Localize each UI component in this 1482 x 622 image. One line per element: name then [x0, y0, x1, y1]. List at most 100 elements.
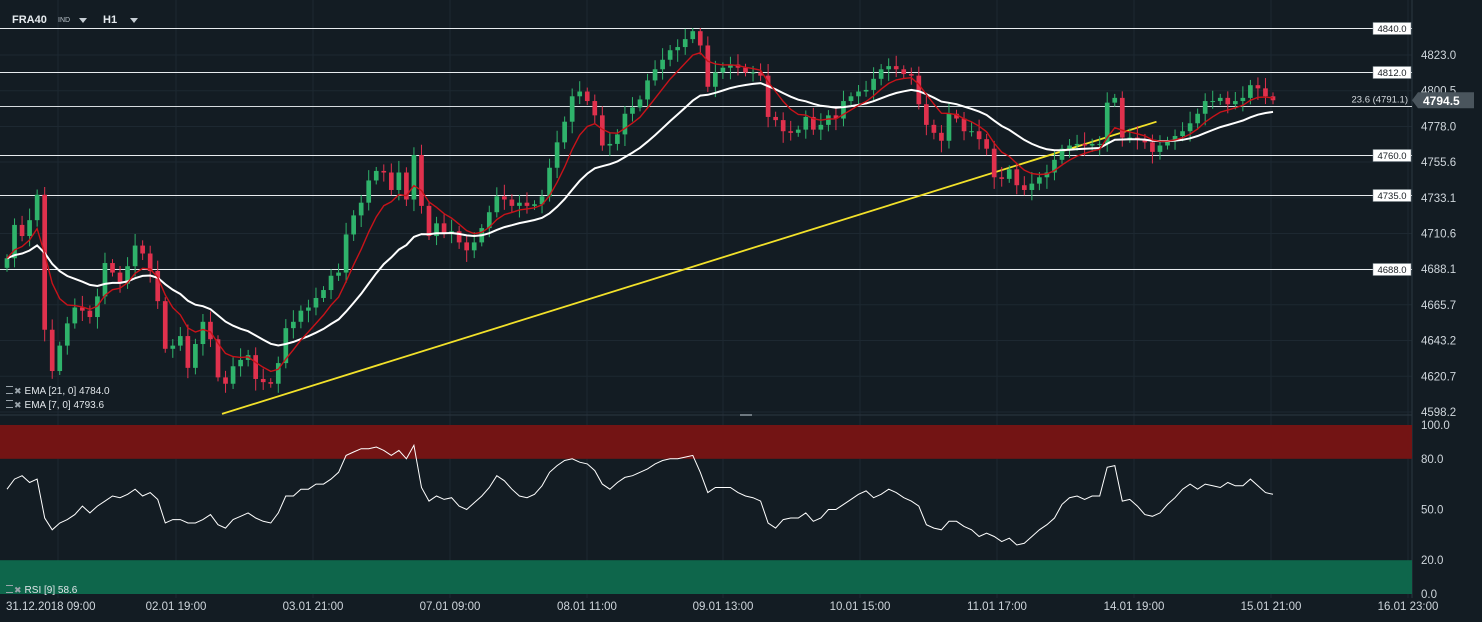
candle-body: [110, 263, 115, 273]
candle-body: [426, 205, 432, 237]
rsi-line: [6, 443, 1274, 546]
candle-body: [1150, 142, 1155, 152]
ema7-label: EMA [7, 0]: [24, 400, 71, 411]
candle-body: [441, 223, 447, 233]
symbol-label[interactable]: FRA40: [12, 14, 47, 26]
horizontal-levels: 4840.0 4812.0 4760.0 4735.0 4688.0 23.6 (4791…: [0, 22, 1412, 276]
price-tick-label: 4598.2: [1421, 407, 1456, 419]
candle-body: [1112, 97, 1118, 103]
fib-level-label: 23.6 (4791.1): [1351, 95, 1408, 106]
symbol-dropdown-icon[interactable]: [79, 18, 87, 23]
legend-ema7[interactable]: ✖ EMA [7, 0] 4793.6: [6, 399, 104, 411]
rsi-tick-label: 100.0: [1421, 420, 1450, 432]
candle-body: [64, 323, 70, 346]
timeframe-label[interactable]: H1: [103, 14, 118, 26]
rsi-line-layer: [6, 443, 1274, 546]
settings-lines-icon[interactable]: [6, 386, 13, 394]
candle-body: [1119, 97, 1125, 138]
candle-body: [351, 215, 356, 235]
close-icon[interactable]: ✖: [14, 400, 22, 410]
close-icon[interactable]: ✖: [14, 386, 22, 396]
candle-body: [826, 115, 831, 125]
candle-body: [1165, 140, 1170, 146]
price-tick-label: 4710.6: [1421, 228, 1456, 240]
rsi-tick-label: 80.0: [1421, 454, 1443, 466]
candle-body: [1255, 85, 1261, 89]
candle-body: [901, 69, 907, 75]
candle-body: [343, 234, 349, 273]
candle-body: [223, 377, 228, 384]
candle-body: [1142, 139, 1148, 143]
candle-body: [1044, 172, 1050, 178]
candle-body: [313, 297, 319, 308]
price-tick-label: 4823.0: [1421, 50, 1456, 62]
candle-body: [291, 321, 296, 329]
candle-body: [705, 45, 711, 87]
candle-body: [517, 202, 522, 206]
candle-body: [841, 101, 846, 119]
candle-body: [208, 321, 213, 340]
candle-body: [170, 345, 176, 349]
candle-body: [524, 202, 530, 206]
candle-body: [260, 378, 266, 383]
candle-body: [321, 290, 326, 298]
candle-body: [946, 113, 952, 141]
timeframe-dropdown-icon[interactable]: [130, 18, 138, 23]
candle-body: [215, 339, 221, 378]
ema21-line: [6, 82, 1274, 347]
candle-body: [773, 116, 778, 121]
candle-body: [366, 180, 372, 203]
time-tick-label: 31.12.2018 09:00: [6, 601, 96, 613]
level-tag-box: [1372, 149, 1412, 162]
candle-body: [87, 310, 93, 318]
candle-body: [230, 366, 236, 384]
legend-rsi[interactable]: ✖ RSI [9] 58.6: [6, 584, 77, 596]
candle-body: [200, 321, 206, 345]
price-tick-label: 4755.6: [1421, 157, 1456, 169]
candle-body: [509, 199, 515, 206]
time-tick-label: 02.01 19:00: [146, 601, 207, 613]
close-icon[interactable]: ✖: [14, 585, 22, 595]
candle-body: [1263, 88, 1268, 97]
candle-body: [57, 345, 63, 372]
rsi-tick-label: 0.0: [1421, 589, 1437, 601]
time-tick-label: 14.01 19:00: [1104, 601, 1165, 613]
candle-body: [750, 72, 756, 74]
candle-body: [1180, 131, 1185, 136]
ema21-label: EMA [21, 0]: [24, 386, 77, 397]
candle-body: [969, 131, 974, 133]
candle-body: [622, 113, 628, 135]
legend-ema21[interactable]: ✖ EMA [21, 0] 4784.0: [6, 385, 110, 397]
candle-body: [1074, 143, 1080, 146]
settings-lines-icon[interactable]: [6, 400, 13, 408]
candle-body: [1127, 137, 1133, 139]
rsi-oversold-zone: [0, 560, 1412, 594]
level-tag-box: [1372, 189, 1412, 202]
candle-body: [637, 99, 643, 108]
candle-body: [713, 72, 718, 87]
candle-body: [615, 134, 620, 144]
rsi-label: RSI [9]: [24, 585, 56, 596]
candle-body: [388, 172, 394, 190]
chart-grid: [0, 0, 1413, 598]
ema7-value: 4793.6: [73, 400, 105, 411]
time-tick-label: 07.01 09:00: [420, 601, 481, 613]
candle-body: [728, 64, 733, 68]
time-tick-label: 03.01 21:00: [283, 601, 344, 613]
time-tick-label: 16.01 23:00: [1378, 601, 1439, 613]
candle-body: [49, 329, 55, 372]
axes-labels: 4823.04800.54778.04755.64733.14710.64688…: [6, 50, 1474, 613]
candle-body: [562, 121, 567, 143]
candle-body: [765, 75, 771, 117]
candle-body: [908, 74, 914, 76]
candle-body: [532, 204, 537, 206]
settings-lines-icon[interactable]: [6, 585, 13, 593]
rsi-value: 58.6: [57, 585, 78, 596]
ema7-line: [6, 51, 1274, 373]
candle-body: [1089, 143, 1095, 146]
candle-body: [984, 139, 989, 149]
candle-body: [1082, 143, 1087, 146]
candle-body: [630, 107, 635, 114]
candle-body: [577, 91, 583, 97]
